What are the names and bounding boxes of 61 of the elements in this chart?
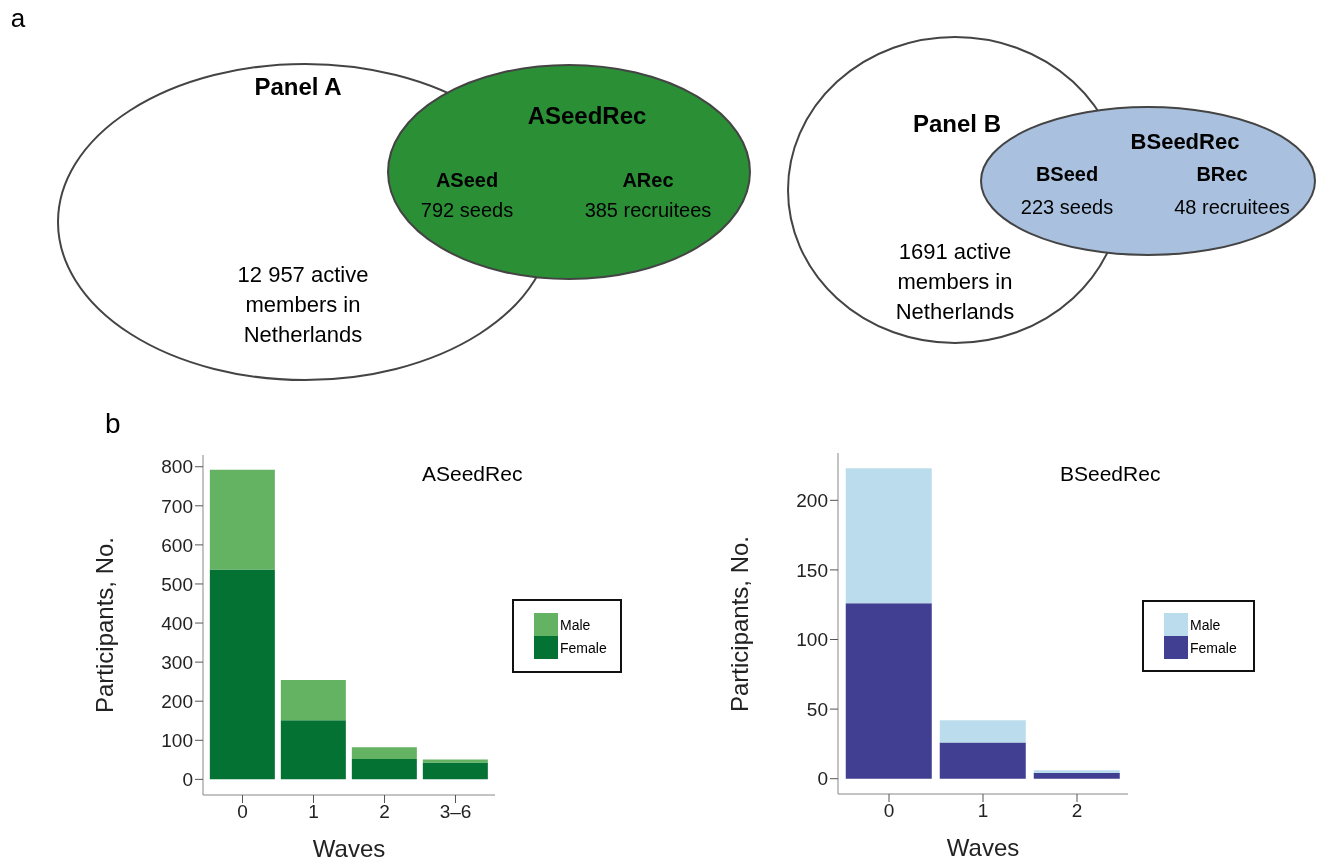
x-tick-label: 0 — [237, 801, 248, 823]
text: 385 recruitees — [583, 198, 713, 223]
text: ARec — [621, 168, 675, 193]
bar — [280, 720, 346, 780]
x-axis-title: Waves — [312, 835, 386, 862]
x-tick-label: 2 — [379, 801, 390, 823]
bar — [209, 569, 275, 780]
y-tick-label: 50 — [806, 698, 828, 720]
x-tick-label: 1 — [308, 801, 319, 823]
bar — [845, 468, 932, 604]
x-tick-label: 3–6 — [439, 801, 472, 823]
x-tick-label: 1 — [977, 800, 989, 822]
text: 48 recruitees — [1173, 195, 1291, 220]
x-axis-title: Waves — [946, 834, 1020, 861]
text: 223 seeds — [1019, 195, 1115, 220]
y-tick-label: 300 — [161, 651, 193, 673]
bar — [422, 762, 488, 780]
y-tick-label: 600 — [161, 534, 193, 556]
y-axis-title: Participants, No. — [90, 535, 119, 716]
bar — [209, 469, 275, 570]
text: b — [105, 408, 121, 440]
text: 792 seeds — [419, 198, 515, 223]
bar — [422, 759, 488, 763]
bar — [939, 742, 1026, 779]
y-tick-label: 200 — [161, 690, 193, 712]
annotation: ASeedRec — [422, 462, 523, 486]
bar — [1033, 773, 1120, 779]
text: Panel B — [912, 109, 1002, 139]
y-axis-title: Participants, No. — [725, 534, 754, 715]
bar — [939, 720, 1026, 743]
bar — [845, 603, 932, 779]
text: ASeed — [434, 168, 500, 193]
y-tick-label: 200 — [796, 490, 828, 512]
text: Panel A — [253, 72, 343, 102]
legend-label: Female — [560, 639, 607, 656]
text: BSeed — [1034, 162, 1100, 187]
bar — [351, 759, 417, 780]
text: 12 957 active members in Netherlands — [236, 261, 370, 349]
bar — [1033, 770, 1120, 774]
y-tick-label: 400 — [161, 612, 193, 634]
annotation: BSeedRec — [1060, 462, 1161, 486]
y-tick-label: 100 — [796, 629, 828, 651]
text: ASeedRec — [526, 102, 648, 130]
text: 1691 active members in Netherlands — [894, 238, 1016, 326]
y-tick-label: 0 — [817, 768, 828, 790]
x-tick-label: 2 — [1071, 800, 1083, 822]
y-tick-label: 0 — [182, 769, 193, 791]
bar — [280, 680, 346, 721]
y-tick-label: 700 — [161, 495, 193, 517]
text: BSeedRec — [1129, 128, 1241, 156]
y-tick-label: 100 — [161, 730, 193, 752]
legend-label: Male — [1190, 616, 1221, 633]
legend-label: Female — [1190, 639, 1237, 656]
y-tick-label: 800 — [161, 456, 193, 478]
y-tick-label: 500 — [161, 573, 193, 595]
y-tick-label: 150 — [796, 559, 828, 581]
text: BRec — [1195, 162, 1249, 187]
bar — [351, 747, 417, 760]
legend-label: Male — [560, 616, 591, 633]
text: a — [9, 3, 27, 33]
x-tick-label: 0 — [883, 800, 895, 822]
